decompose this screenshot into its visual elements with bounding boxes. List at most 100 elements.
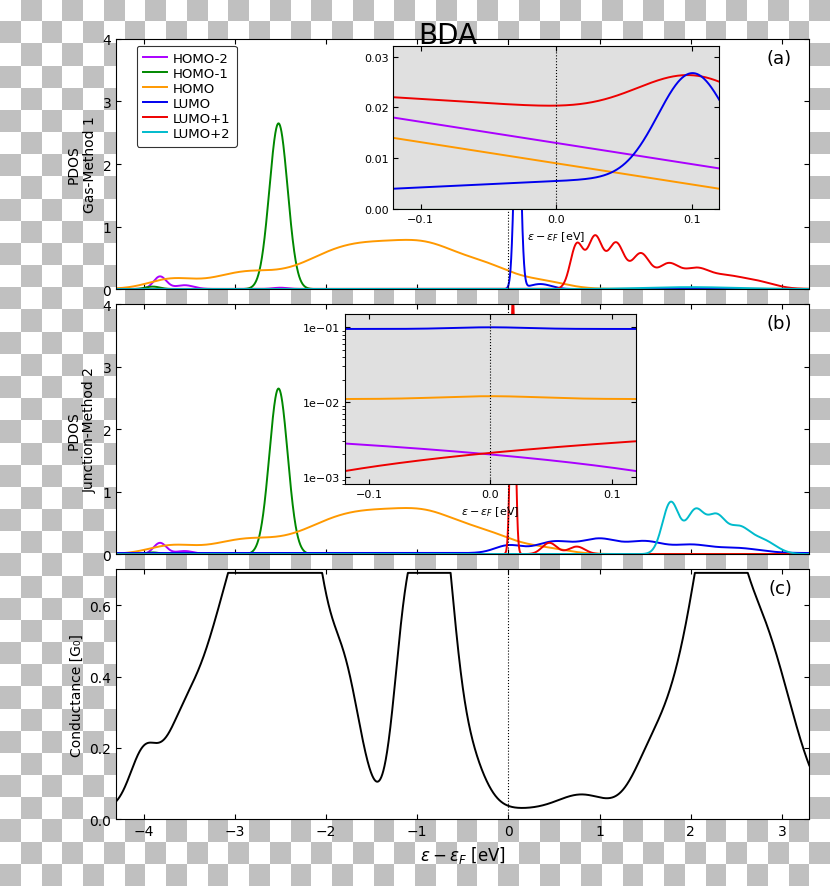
HOMO-1 <box>274 119 284 129</box>
Bar <box>498 22 519 44</box>
Bar <box>788 509 809 532</box>
Bar <box>685 266 706 288</box>
Bar <box>124 864 145 886</box>
Bar <box>664 820 685 842</box>
Bar <box>374 244 394 266</box>
Bar <box>436 354 456 377</box>
Bar <box>21 532 42 554</box>
Bar <box>664 509 685 532</box>
Bar <box>643 487 664 509</box>
Bar <box>21 842 42 864</box>
Bar <box>581 22 602 44</box>
Y-axis label: PDOS
Junction-Method 2: PDOS Junction-Method 2 <box>66 367 97 493</box>
Bar <box>332 598 353 620</box>
Bar <box>768 44 788 66</box>
Bar <box>622 288 643 310</box>
Bar <box>270 44 290 66</box>
Bar <box>332 377 353 399</box>
Bar <box>706 22 726 44</box>
Bar <box>249 509 270 532</box>
Bar <box>228 532 249 554</box>
Bar <box>208 687 228 709</box>
Bar <box>519 532 540 554</box>
Bar <box>394 709 415 731</box>
Bar <box>560 222 581 244</box>
Bar <box>664 731 685 753</box>
HOMO-1 <box>804 284 814 295</box>
Legend: HOMO-2, HOMO-1, HOMO, LUMO, LUMO+1, LUMO+2: HOMO-2, HOMO-1, HOMO, LUMO, LUMO+1, LUMO… <box>137 46 237 147</box>
Bar <box>706 465 726 487</box>
Bar <box>394 487 415 509</box>
LUMO+2 <box>527 284 537 295</box>
Bar <box>415 288 436 310</box>
Bar <box>809 354 830 377</box>
Bar <box>270 133 290 155</box>
Bar <box>768 620 788 642</box>
Bar <box>747 642 768 664</box>
Bar <box>643 797 664 820</box>
Bar <box>124 598 145 620</box>
LUMO <box>512 78 522 89</box>
Bar <box>540 155 560 177</box>
Bar <box>560 753 581 775</box>
Bar <box>21 620 42 642</box>
Bar <box>540 465 560 487</box>
Bar <box>311 177 332 199</box>
Bar <box>332 554 353 576</box>
Bar <box>249 642 270 664</box>
Bar <box>394 399 415 421</box>
Bar <box>394 443 415 465</box>
Bar <box>747 66 768 89</box>
Bar <box>622 155 643 177</box>
Bar <box>62 310 83 332</box>
Bar <box>519 443 540 465</box>
Bar <box>560 797 581 820</box>
Bar <box>62 177 83 199</box>
Bar <box>62 354 83 377</box>
HOMO-1 <box>376 284 386 295</box>
Bar <box>519 222 540 244</box>
Bar <box>436 487 456 509</box>
Bar <box>622 421 643 443</box>
Bar <box>643 532 664 554</box>
HOMO-1 <box>681 284 691 295</box>
Bar <box>394 133 415 155</box>
Bar <box>228 753 249 775</box>
Bar <box>311 797 332 820</box>
Bar <box>332 155 353 177</box>
HOMO-1 <box>628 284 638 295</box>
Bar <box>104 487 124 509</box>
Bar <box>353 842 374 864</box>
Bar <box>394 0 415 22</box>
Bar <box>270 753 290 775</box>
Bar <box>809 664 830 687</box>
Bar <box>353 266 374 288</box>
Bar <box>560 89 581 111</box>
Bar <box>664 288 685 310</box>
Bar <box>457 465 477 487</box>
Bar <box>311 310 332 332</box>
Bar <box>477 620 498 642</box>
HOMO <box>237 267 247 277</box>
Bar <box>249 421 270 443</box>
Bar <box>664 22 685 44</box>
Text: (c): (c) <box>768 579 792 598</box>
Bar <box>290 642 311 664</box>
Bar <box>726 487 747 509</box>
Bar <box>581 687 602 709</box>
Bar <box>290 288 311 310</box>
Bar <box>685 664 706 687</box>
Bar <box>519 753 540 775</box>
Line: LUMO+2: LUMO+2 <box>116 288 809 290</box>
Bar <box>685 133 706 155</box>
Bar <box>394 354 415 377</box>
Bar <box>62 266 83 288</box>
Bar <box>809 133 830 155</box>
Bar <box>21 310 42 332</box>
Bar <box>0 332 21 354</box>
Bar <box>809 620 830 642</box>
Bar <box>0 199 21 222</box>
Bar <box>332 465 353 487</box>
Bar <box>166 775 187 797</box>
Bar <box>788 199 809 222</box>
